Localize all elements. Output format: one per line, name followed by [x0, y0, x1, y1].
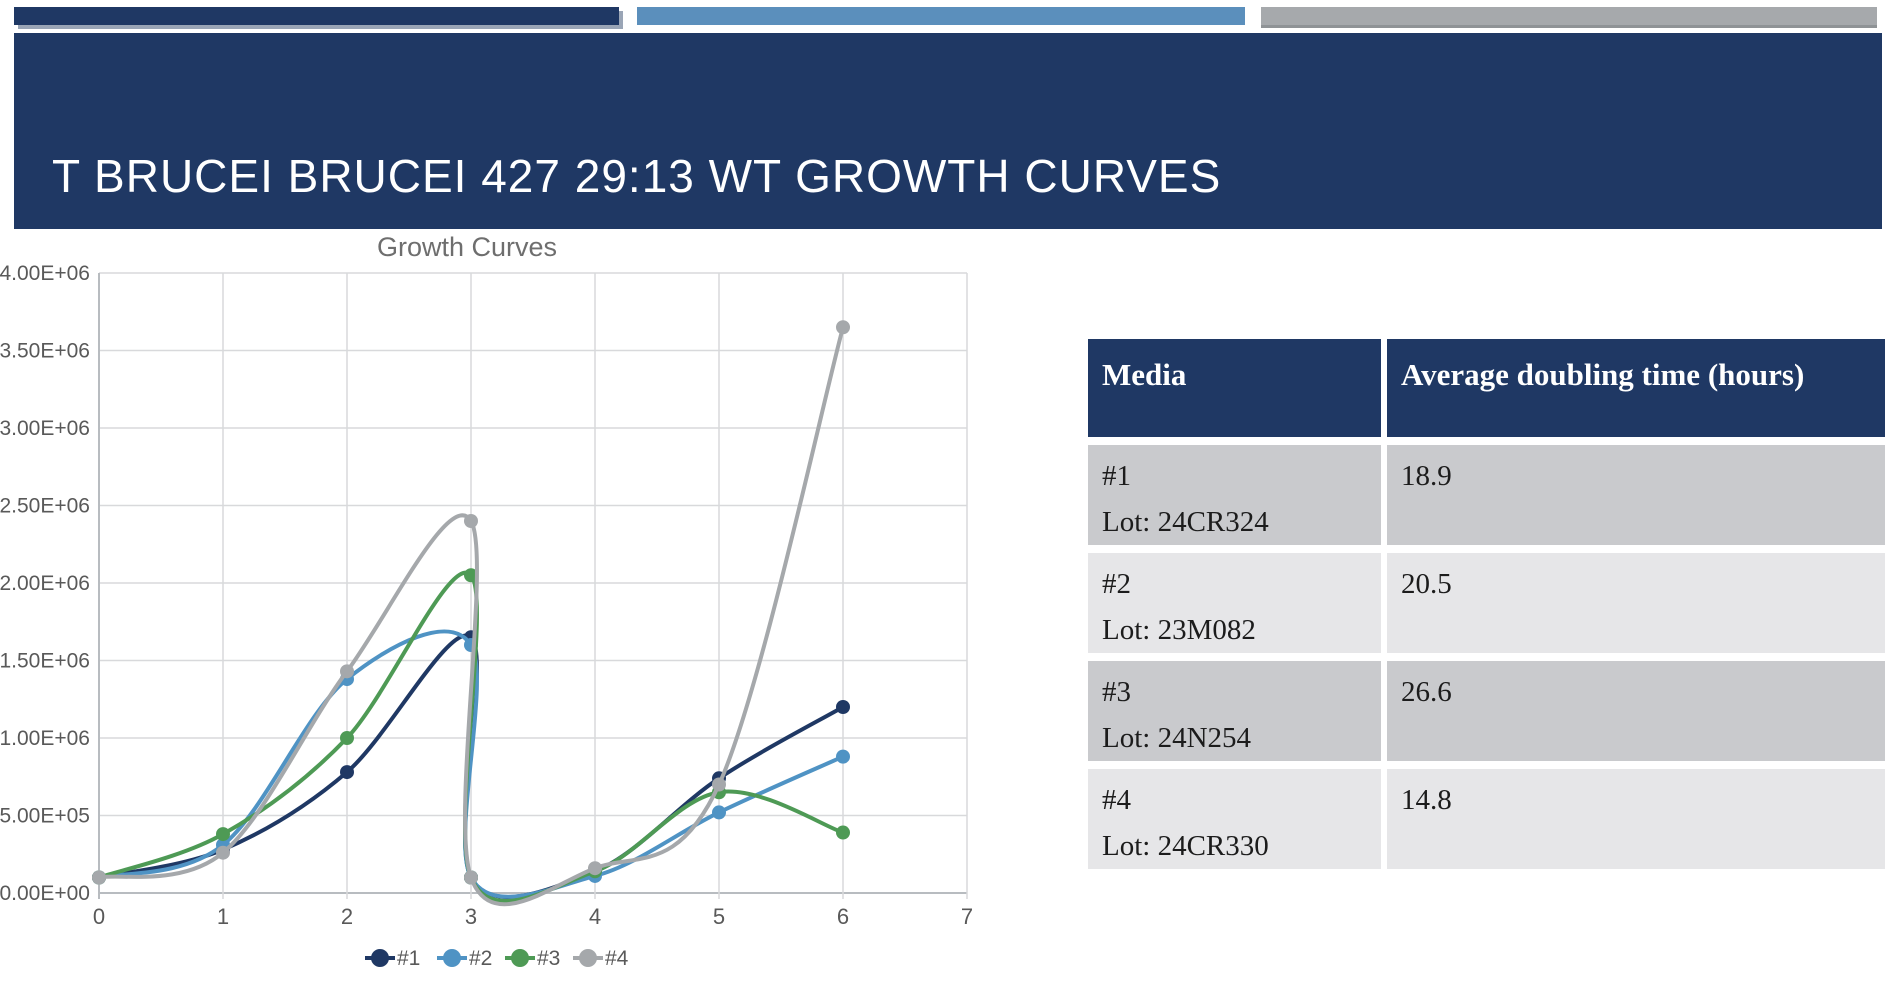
growth-curves-chart: 0.00E+00 5.00E+05 1.00E+06 1.50E+06 2.00E+06… — [0, 232, 973, 970]
media-table: Media Average doubling time (hours) #1 L… — [1088, 339, 1885, 869]
series-point-#4 — [712, 777, 726, 792]
accent-bar-gray — [1261, 7, 1877, 25]
accent-bar-navy — [14, 7, 619, 25]
series-point-#1 — [836, 700, 850, 714]
x-axis-tick-label: 2 — [341, 904, 353, 929]
legend-label-#3: #3 — [537, 947, 560, 970]
series-point-#3 — [464, 568, 478, 583]
x-axis-tick-label: 3 — [465, 904, 477, 929]
table-cell-media-4: #4 Lot: 24CR330 — [1088, 769, 1381, 869]
table-cell-media-1: #1 Lot: 24CR324 — [1088, 445, 1381, 545]
series-point-#3 — [340, 731, 354, 745]
series-point-#4 — [340, 664, 354, 679]
media-number: #1 — [1102, 460, 1131, 492]
y-axis-tick-label: 3.00E+06 — [0, 417, 90, 440]
media-lot: Lot: 24CR324 — [1102, 506, 1269, 538]
legend-label-#4: #4 — [605, 947, 629, 970]
y-axis-tick-label: 0.00E+00 — [0, 882, 90, 905]
media-lot: Lot: 23M082 — [1102, 614, 1256, 646]
y-axis-tick-label: 2.00E+06 — [0, 572, 90, 595]
x-axis-tick-label: 5 — [713, 904, 725, 929]
x-axis-tick-label: 1 — [217, 904, 229, 929]
slide-title-block: T BRUCEI BRUCEI 427 29:13 WT GROWTH CURV… — [14, 33, 1882, 229]
media-number: #4 — [1102, 784, 1131, 816]
chart-title: Growth Curves — [377, 232, 557, 262]
series-point-#2 — [712, 805, 726, 820]
y-axis-tick-label: 3.50E+06 — [0, 340, 90, 363]
legend-marker-#1 — [371, 949, 389, 967]
x-axis-tick-label: 0 — [93, 904, 105, 929]
x-axis-tick-label: 4 — [589, 904, 601, 929]
table-cell-value-3: 26.6 — [1387, 661, 1885, 761]
series-point-#3 — [216, 827, 230, 842]
y-axis-tick-label: 5.00E+05 — [0, 805, 90, 828]
chart-area: 0.00E+00 5.00E+05 1.00E+06 1.50E+06 2.00E+06… — [0, 180, 1000, 1000]
media-number: #3 — [1102, 676, 1131, 708]
media-lot: Lot: 24CR330 — [1102, 830, 1269, 862]
y-axis-tick-label: 1.00E+06 — [0, 727, 90, 750]
table-header-doubling-time: Average doubling time (hours) — [1387, 339, 1885, 437]
series-point-#4 — [216, 845, 230, 860]
table-header-media: Media — [1088, 339, 1381, 437]
series-point-#4 — [588, 861, 602, 876]
legend-marker-#2 — [443, 949, 461, 967]
x-axis-tick-label: 7 — [961, 904, 973, 929]
series-line-#4 — [97, 325, 845, 907]
legend-label-#1: #1 — [397, 947, 420, 970]
table-cell-media-3: #3 Lot: 24N254 — [1088, 661, 1381, 761]
series-point-#4 — [464, 514, 478, 528]
media-number: #2 — [1102, 568, 1131, 600]
legend-marker-#3 — [511, 949, 529, 967]
series-point-#4 — [464, 870, 478, 885]
table-cell-media-2: #2 Lot: 23M082 — [1088, 553, 1381, 653]
table-cell-value-1: 18.9 — [1387, 445, 1885, 545]
x-axis-tick-label: 6 — [837, 904, 849, 929]
table-cell-value-4: 14.8 — [1387, 769, 1885, 869]
y-axis-tick-label: 4.00E+06 — [0, 262, 90, 285]
series-point-#1 — [340, 765, 354, 780]
media-lot: Lot: 24N254 — [1102, 722, 1252, 754]
y-axis-tick-label: 1.50E+06 — [0, 650, 90, 673]
series-point-#4 — [836, 320, 850, 335]
y-axis-tick-label: 2.50E+06 — [0, 495, 90, 518]
series-point-#4 — [92, 870, 106, 885]
series-point-#2 — [836, 749, 850, 764]
legend-label-#2: #2 — [469, 947, 492, 970]
legend-marker-#4 — [579, 949, 597, 967]
accent-bar-blue — [637, 7, 1245, 25]
slide-title: T BRUCEI BRUCEI 427 29:13 WT GROWTH CURV… — [52, 150, 1222, 202]
table-cell-value-2: 20.5 — [1387, 553, 1885, 653]
series-point-#3 — [836, 825, 850, 840]
